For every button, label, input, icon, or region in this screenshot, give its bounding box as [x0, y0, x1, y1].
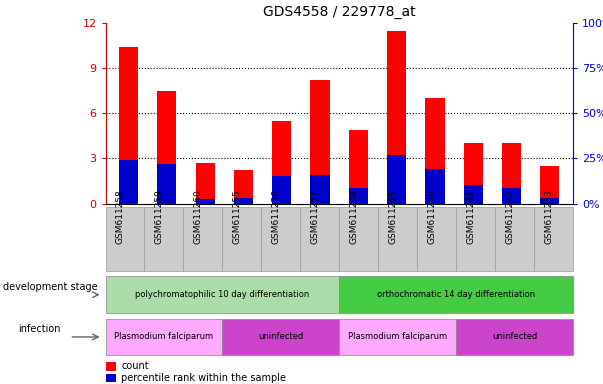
Text: Plasmodium falciparum: Plasmodium falciparum	[348, 333, 447, 341]
Text: uninfected: uninfected	[258, 333, 303, 341]
Text: GSM611262: GSM611262	[505, 189, 514, 244]
Bar	[425, 98, 444, 204]
Text: GSM611255: GSM611255	[233, 189, 242, 244]
Bar	[464, 143, 483, 204]
Bar	[540, 166, 560, 204]
Text: GSM611263: GSM611263	[545, 189, 554, 244]
Bar	[425, 169, 444, 204]
Bar	[502, 189, 521, 204]
Bar	[234, 170, 253, 204]
Text: GSM611256: GSM611256	[272, 189, 281, 244]
Bar	[349, 130, 368, 204]
Bar	[502, 143, 521, 204]
Text: GSM611258: GSM611258	[116, 189, 125, 244]
Bar	[387, 156, 406, 204]
Bar	[349, 189, 368, 204]
Bar	[311, 80, 330, 204]
Text: percentile rank within the sample: percentile rank within the sample	[121, 373, 286, 383]
Bar	[272, 121, 291, 204]
Bar	[272, 177, 291, 204]
Text: GSM611261: GSM611261	[467, 189, 476, 244]
Text: GSM611257: GSM611257	[311, 189, 320, 244]
Title: GDS4558 / 229778_at: GDS4558 / 229778_at	[263, 5, 415, 19]
Text: GSM611259: GSM611259	[155, 189, 164, 244]
Bar	[119, 47, 138, 204]
Bar	[464, 185, 483, 204]
Bar	[234, 197, 253, 204]
Text: GSM611264: GSM611264	[350, 189, 359, 244]
Text: orthochromatic 14 day differentiation: orthochromatic 14 day differentiation	[377, 290, 535, 299]
Text: infection: infection	[18, 324, 60, 334]
Bar	[119, 160, 138, 204]
Text: GSM611266: GSM611266	[428, 189, 437, 244]
Text: uninfected: uninfected	[492, 333, 537, 341]
Bar	[195, 163, 215, 204]
Text: GSM611265: GSM611265	[388, 189, 397, 244]
Bar	[311, 175, 330, 204]
Bar	[157, 164, 177, 204]
Text: polychromatophilic 10 day differentiation: polychromatophilic 10 day differentiatio…	[135, 290, 309, 299]
Text: Plasmodium falciparum: Plasmodium falciparum	[115, 333, 213, 341]
Bar	[387, 31, 406, 204]
Text: count: count	[121, 361, 149, 371]
Bar	[540, 197, 560, 204]
Bar	[195, 199, 215, 204]
Text: GSM611260: GSM611260	[194, 189, 203, 244]
Text: development stage: development stage	[3, 282, 98, 292]
Bar	[157, 91, 177, 204]
